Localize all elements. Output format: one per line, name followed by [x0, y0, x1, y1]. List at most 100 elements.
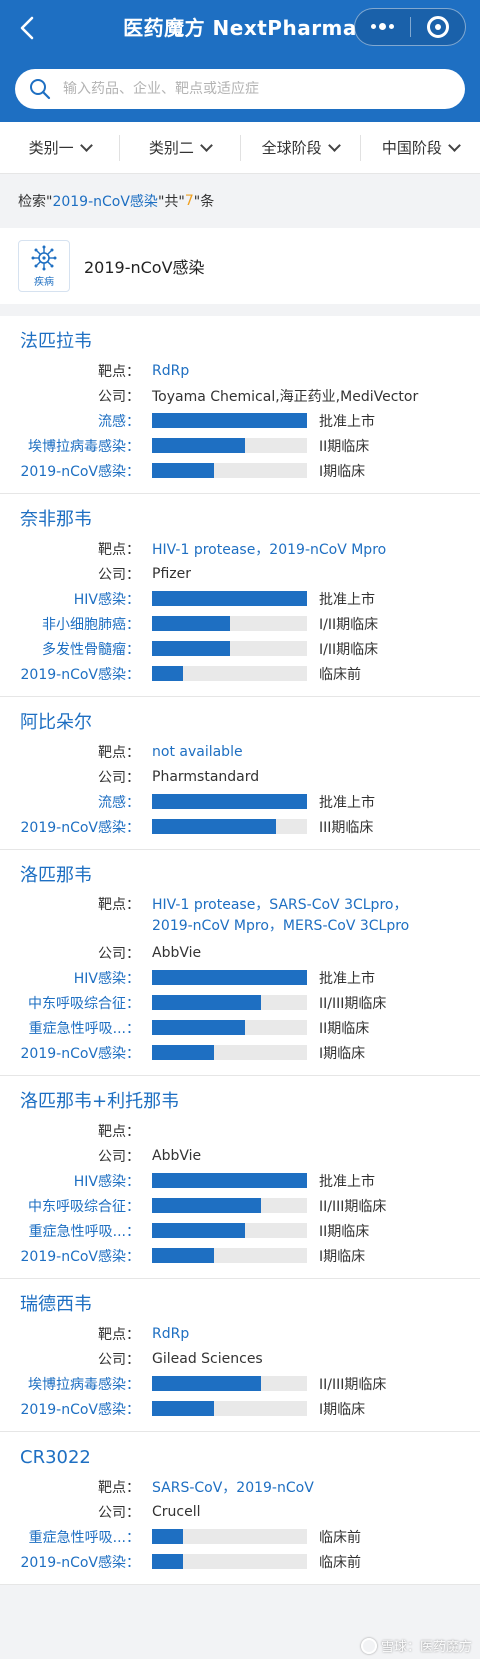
indication-name[interactable]: 2019-nCoV感染：	[20, 1554, 140, 1571]
company-label: 公司：	[98, 1504, 140, 1521]
phase-label: III期临床	[319, 819, 374, 836]
filter-category-2[interactable]: 类别二	[120, 134, 241, 161]
chevron-down-icon	[79, 138, 93, 152]
indication-name[interactable]: 流感：	[98, 413, 140, 430]
phase-progress-fill	[152, 463, 214, 478]
phase-label: I/II期临床	[319, 616, 379, 633]
target-value[interactable]: HIV-1 protease，SARS-CoV 3CLpro，2019-nCoV…	[152, 897, 410, 934]
phase-progress-bar	[152, 591, 307, 606]
target-value[interactable]: RdRp	[152, 362, 190, 379]
indication-name[interactable]: HIV感染：	[73, 1173, 140, 1190]
phase-progress-fill	[152, 1248, 214, 1263]
indication-name[interactable]: 流感：	[98, 794, 140, 811]
phase-label: II期临床	[319, 438, 370, 455]
company-value: Toyama Chemical,海正药业,MediVector	[152, 388, 419, 405]
back-arrow-icon[interactable]	[14, 14, 42, 42]
company-row: 公司： Pharmstandard	[0, 764, 480, 789]
phase-progress-fill	[152, 970, 307, 985]
indication-row: 2019-nCoV感染： I期临床	[0, 1040, 480, 1065]
filter-category-1[interactable]: 类别一	[0, 134, 121, 161]
capsule-divider	[409, 17, 411, 37]
indication-name[interactable]: HIV感染：	[73, 970, 140, 987]
indication-name[interactable]: 中东呼吸综合征：	[28, 995, 140, 1012]
phase-progress-bar	[152, 616, 307, 631]
indication-row: 2019-nCoV感染： I期临床	[0, 1243, 480, 1268]
close-target-icon	[426, 16, 449, 38]
drug-name[interactable]: 瑞德西韦	[20, 1294, 92, 1315]
close-button[interactable]	[411, 9, 466, 45]
filter-global-phase[interactable]: 全球阶段	[241, 134, 361, 161]
indication-name[interactable]: 2019-nCoV感染：	[20, 463, 140, 480]
chevron-down-icon	[448, 138, 461, 152]
target-value[interactable]: not available	[152, 743, 243, 760]
filter-label: 类别一	[28, 139, 74, 157]
watermark-text: 雪球：医药魔方	[380, 1640, 472, 1655]
disease-header[interactable]: 疾病 2019-nCoV感染	[0, 228, 480, 304]
phase-progress-fill	[152, 1198, 261, 1213]
phase-label: 临床前	[319, 666, 361, 683]
phase-progress-bar	[152, 666, 307, 681]
phase-label: 批准上市	[319, 591, 375, 608]
target-row: 靶点： SARS-CoV，2019-nCoV	[0, 1474, 480, 1499]
drug-card: 洛匹那韦 靶点： HIV-1 protease，SARS-CoV 3CLpro，20…	[0, 850, 480, 1076]
filter-label: 中国阶段	[381, 139, 442, 157]
phase-progress-fill	[152, 1401, 214, 1416]
indication-name[interactable]: 2019-nCoV感染：	[20, 1248, 140, 1265]
drug-name[interactable]: 法匹拉韦	[20, 331, 92, 352]
company-value: AbbVie	[152, 1147, 202, 1164]
disease-title: 2019-nCoV感染	[84, 258, 205, 277]
drug-card: 洛匹那韦+利托那韦 靶点： 公司： AbbVie HIV感染： 批准上市 中东呼吸综合征： I…	[0, 1076, 480, 1279]
indication-name[interactable]: 2019-nCoV感染：	[20, 1401, 140, 1418]
indication-row: 中东呼吸综合征： II/III期临床	[0, 990, 480, 1015]
drug-name[interactable]: 奈非那韦	[20, 509, 92, 530]
phase-progress-bar	[152, 1376, 307, 1391]
indication-name[interactable]: 非小细胞肺癌：	[42, 616, 140, 633]
phase-progress-bar	[152, 1223, 307, 1238]
indication-name[interactable]: 重症急性呼吸...：	[28, 1223, 140, 1240]
target-value[interactable]: HIV-1 protease，2019-nCoV Mpro	[152, 541, 387, 558]
target-row: 靶点： not available	[0, 739, 480, 764]
target-value[interactable]: RdRp	[152, 1325, 190, 1342]
more-button[interactable]	[355, 9, 410, 45]
indication-name[interactable]: 埃博拉病毒感染：	[28, 438, 140, 455]
indication-name[interactable]: 2019-nCoV感染：	[20, 819, 140, 836]
search-input[interactable]	[63, 81, 423, 97]
top-bar: 医药魔方 NextPharma	[0, 0, 480, 122]
disease-icon-label: 疾病	[34, 276, 54, 288]
target-label: 靶点：	[98, 1123, 140, 1140]
company-label: 公司：	[98, 1351, 140, 1368]
indication-row: 流感： 批准上市	[0, 789, 480, 814]
chevron-down-icon	[200, 138, 213, 152]
target-value[interactable]: SARS-CoV，2019-nCoV	[152, 1479, 314, 1496]
filter-label: 类别二	[148, 139, 194, 157]
indication-name[interactable]: 2019-nCoV感染：	[20, 666, 140, 683]
indication-row: HIV感染： 批准上市	[0, 965, 480, 990]
phase-label: 临床前	[319, 1554, 361, 1571]
mini-program-capsule	[354, 8, 466, 46]
target-row: 靶点：	[0, 1118, 480, 1143]
drug-name[interactable]: 洛匹那韦	[20, 865, 92, 886]
company-row: 公司： AbbVie	[0, 940, 480, 965]
search-bar[interactable]	[15, 69, 465, 109]
xueqiu-logo-icon	[360, 1637, 377, 1654]
company-value: AbbVie	[152, 944, 202, 961]
indication-name[interactable]: 重症急性呼吸...：	[28, 1020, 140, 1037]
indication-name[interactable]: 2019-nCoV感染：	[20, 1045, 140, 1062]
watermark: 雪球：医药魔方	[360, 1636, 472, 1655]
indication-name[interactable]: 中东呼吸综合征：	[28, 1198, 140, 1215]
phase-progress-bar	[152, 438, 307, 453]
company-row: 公司： AbbVie	[0, 1143, 480, 1168]
result-middle: "共"	[157, 194, 185, 210]
indication-name[interactable]: 埃博拉病毒感染：	[28, 1376, 140, 1393]
indication-name[interactable]: HIV感染：	[73, 591, 140, 608]
drug-name[interactable]: 阿比朵尔	[20, 712, 92, 733]
indication-name[interactable]: 多发性骨髓瘤：	[42, 641, 140, 658]
filter-china-phase[interactable]: 中国阶段	[361, 135, 480, 161]
indication-name[interactable]: 重症急性呼吸...：	[28, 1529, 140, 1546]
drug-name[interactable]: CR3022	[20, 1447, 91, 1468]
phase-label: II期临床	[319, 1020, 370, 1037]
phase-progress-bar	[152, 819, 307, 834]
drug-card: 瑞德西韦 靶点： RdRp 公司： Gilead Sciences 埃博拉病毒感染： II/…	[0, 1279, 480, 1432]
result-suffix: "条	[193, 194, 215, 210]
drug-name[interactable]: 洛匹那韦+利托那韦	[20, 1091, 180, 1112]
